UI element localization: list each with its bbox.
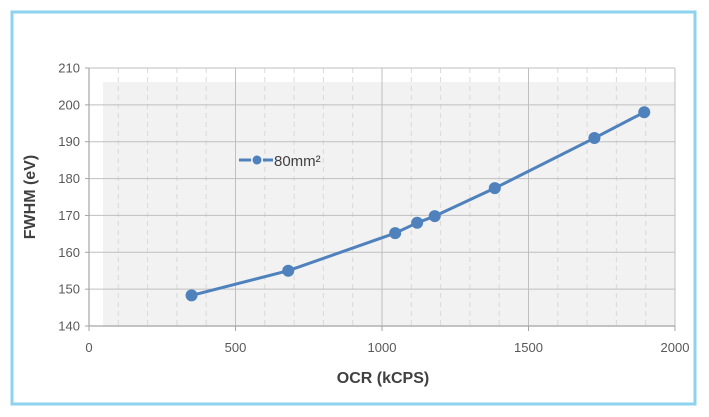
y-tick-label: 140: [58, 319, 80, 334]
x-tick-label: 0: [85, 340, 92, 355]
data-point: [411, 216, 424, 229]
y-tick-label: 150: [58, 282, 80, 297]
y-tick-labels: 140 150 160 170 180 190 200 210: [58, 61, 80, 334]
legend: 80mm²: [239, 153, 321, 170]
y-tick-label: 200: [58, 97, 80, 112]
y-axis-title: FWHM (eV): [22, 155, 39, 239]
y-tick-label: 170: [58, 208, 80, 223]
x-tick-label: 1000: [368, 340, 397, 355]
y-tick-label: 160: [58, 245, 80, 260]
data-point: [185, 289, 198, 302]
y-tick-label: 180: [58, 171, 80, 186]
data-point: [488, 182, 501, 195]
data-point: [389, 227, 402, 240]
axes: [85, 67, 676, 331]
x-tick-labels: 0 500 1000 1500 2000: [85, 340, 689, 355]
x-axis-title: OCR (kCPS): [337, 370, 429, 387]
plot-area-background: [103, 82, 675, 327]
minor-gridlines: [117, 68, 647, 326]
legend-marker: [252, 155, 262, 165]
series-line: [191, 110, 645, 297]
data-point: [282, 264, 295, 277]
y-tick-label: 190: [58, 134, 80, 149]
series-layer: [185, 106, 651, 302]
y-tick-label: 210: [58, 61, 80, 76]
data-point: [638, 106, 651, 119]
legend-label: 80mm²: [274, 153, 321, 170]
data-point: [428, 210, 441, 223]
x-tick-label: 1500: [514, 340, 543, 355]
x-tick-label: 2000: [661, 340, 690, 355]
data-point: [588, 132, 601, 145]
x-tick-label: 500: [225, 340, 247, 355]
